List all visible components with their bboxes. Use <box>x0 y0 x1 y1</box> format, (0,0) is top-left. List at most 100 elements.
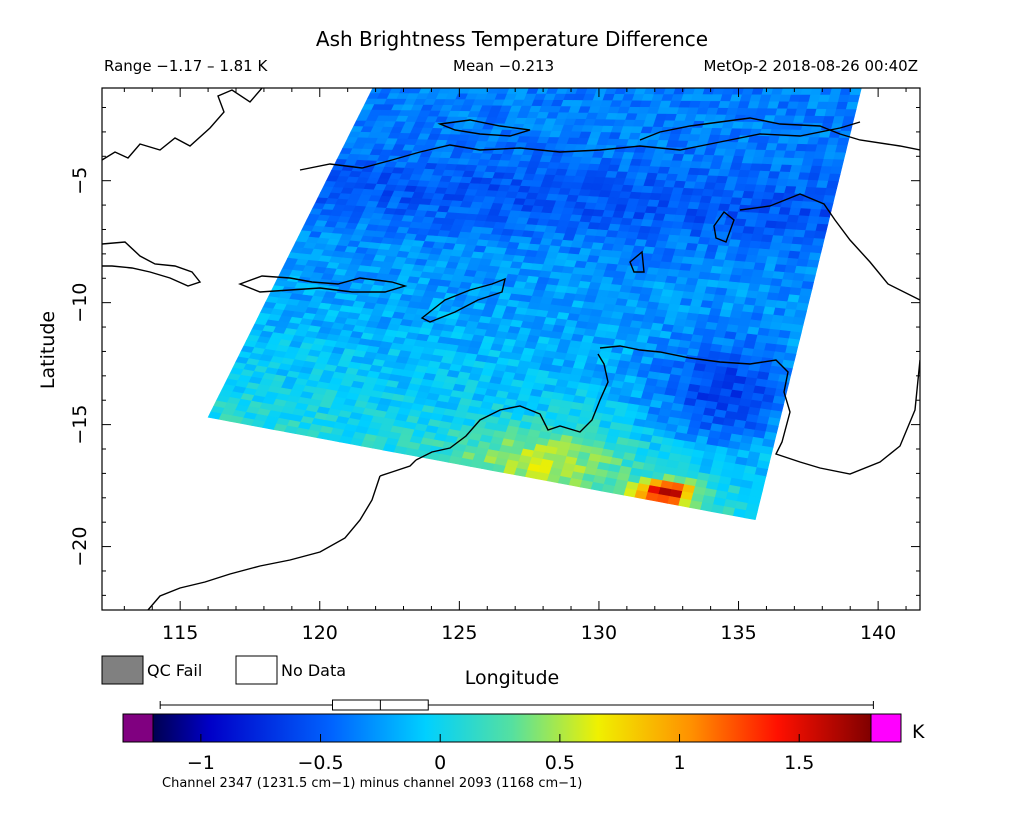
colorbar-tick-label: 1 <box>673 752 685 774</box>
plot-frame <box>101 87 921 611</box>
swath-cell <box>801 281 814 290</box>
swath-cell <box>759 277 773 287</box>
colorbar-unit: K <box>912 721 925 743</box>
y-tick-label: −20 <box>69 527 91 567</box>
coastline-australia-north <box>599 345 920 475</box>
colorbar-under <box>122 713 154 743</box>
swath-heatmap <box>207 88 862 521</box>
y-tick-label: −5 <box>69 167 91 195</box>
no-data-label: No Data <box>281 661 346 680</box>
coastline-seram <box>437 119 531 137</box>
swath-cell <box>689 500 703 510</box>
swath-cell <box>802 273 816 283</box>
swath-cell <box>829 166 843 175</box>
colorbar-gradient <box>152 713 872 743</box>
coastline-new-guinea-south <box>739 193 920 301</box>
coastline-tanimbar <box>629 250 645 273</box>
coastline-timor <box>420 277 506 323</box>
swath-cell <box>781 315 795 325</box>
swath-cell <box>775 300 788 310</box>
swath-cell <box>755 255 769 264</box>
swath-cell <box>789 287 802 297</box>
swath-cell <box>761 313 774 323</box>
swath-cell <box>811 238 825 247</box>
swath-cell <box>847 94 860 103</box>
swath-cell <box>836 137 850 146</box>
swath-cell <box>804 266 818 276</box>
coastline-aru <box>713 210 735 243</box>
swath-cell <box>656 494 671 504</box>
x-tick-label: 135 <box>720 622 756 644</box>
swath-cell <box>739 275 753 285</box>
swath-cell <box>780 279 794 288</box>
swath-cell <box>763 263 777 272</box>
swath-cell <box>773 264 787 273</box>
swath-cell <box>756 291 770 301</box>
swath-cell <box>771 314 785 324</box>
coastline-new-guinea <box>639 117 920 151</box>
coastlines <box>102 88 920 610</box>
swath-cell <box>743 297 757 307</box>
swath-cell <box>778 286 792 296</box>
distribution-boxplot <box>159 699 874 711</box>
swath-cell <box>782 272 796 281</box>
colorbar-tick-label: 0 <box>434 752 446 774</box>
swath-cell <box>770 278 784 287</box>
axes: 115 120 125 130 135 140 −5 −10 −15 −20 <box>69 88 920 644</box>
colorbar <box>122 713 902 743</box>
swath-cell <box>783 308 797 318</box>
colorbar-tick-label: 0.5 <box>545 752 575 774</box>
swath-cell <box>790 280 804 289</box>
colorbar-tick-label: 1.5 <box>784 752 814 774</box>
swath-cell <box>835 144 848 154</box>
x-tick-label: 120 <box>302 622 338 644</box>
swath-cell <box>749 276 763 286</box>
swath-cell <box>743 510 758 521</box>
swath-cell <box>813 230 827 240</box>
qc-fail-label: QC Fail <box>147 661 202 680</box>
swath-cell <box>844 109 857 118</box>
coastline-australia-sw <box>147 459 417 610</box>
y-axis-label: Latitude <box>37 311 59 389</box>
swath-cell <box>762 306 776 316</box>
colorbar-ticks: −1 −0.5 0 0.5 1 1.5 <box>187 734 814 774</box>
coastline-banda <box>299 121 861 171</box>
coastline-borneo-sulawesi <box>102 88 263 161</box>
swath-cell <box>810 245 823 254</box>
swath-cell <box>794 309 807 319</box>
swath-cell <box>789 243 803 253</box>
swath-cell <box>773 307 787 317</box>
swath-cell <box>826 180 839 190</box>
coastline-java <box>102 241 202 287</box>
range-text: Range −1.17 – 1.81 K <box>104 57 268 75</box>
swath-cell <box>667 496 681 506</box>
mean-text: Mean −0.213 <box>453 57 554 75</box>
swath-cell <box>803 230 817 239</box>
swath-cell <box>787 294 801 304</box>
coastline-lesser-sunda <box>238 275 408 293</box>
swath-cell <box>769 321 783 331</box>
x-tick-label: 130 <box>581 622 617 644</box>
swath-cell <box>833 152 846 161</box>
swath-cell <box>792 272 806 282</box>
swath-cell <box>822 195 836 204</box>
swath-cell <box>767 249 781 258</box>
swath-cell <box>776 293 790 303</box>
chart-title: Ash Brightness Temperature Difference <box>316 27 708 51</box>
swath-cell <box>815 223 829 233</box>
swath-cell <box>824 187 837 197</box>
qc-fail-swatch <box>101 655 144 685</box>
swath-cell <box>806 259 820 269</box>
swath-cell <box>795 302 809 312</box>
swath-cell <box>711 504 725 514</box>
swath-cell <box>768 285 782 295</box>
swath-cell <box>808 252 822 262</box>
swath-cell <box>733 508 747 519</box>
swath-cell <box>797 295 811 305</box>
swath-cell <box>700 502 714 512</box>
swath-cell <box>849 88 862 96</box>
swath-cell <box>828 173 841 182</box>
swath-cell <box>796 258 810 268</box>
colorbar-tick-label: −1 <box>187 752 215 774</box>
